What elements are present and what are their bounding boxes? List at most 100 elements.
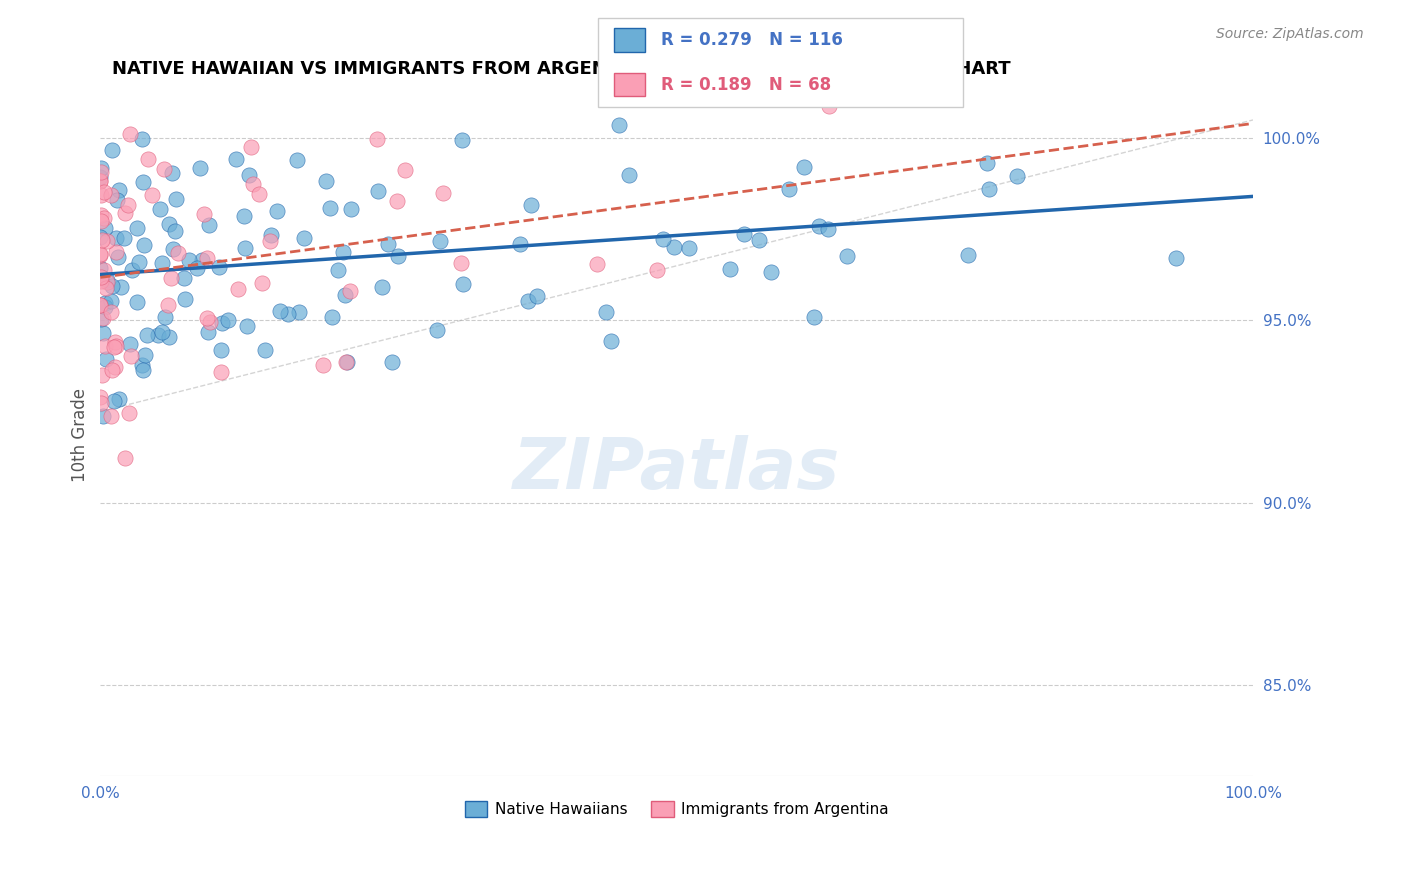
blue bbox=[157, 218, 180, 232]
blue bbox=[319, 201, 342, 215]
blue bbox=[233, 241, 256, 255]
blue bbox=[225, 153, 247, 167]
blue bbox=[387, 249, 409, 263]
Text: R = 0.279   N = 116: R = 0.279 N = 116 bbox=[661, 31, 842, 49]
blue bbox=[100, 294, 122, 309]
pink bbox=[141, 187, 163, 202]
blue bbox=[450, 133, 472, 147]
blue bbox=[336, 354, 359, 368]
blue bbox=[104, 231, 127, 245]
blue bbox=[266, 204, 288, 219]
blue bbox=[105, 193, 128, 207]
blue bbox=[198, 218, 221, 232]
blue bbox=[803, 310, 825, 325]
blue bbox=[287, 305, 309, 319]
blue bbox=[131, 131, 153, 145]
blue bbox=[165, 193, 187, 207]
blue bbox=[607, 118, 630, 132]
blue bbox=[197, 325, 219, 339]
blue bbox=[211, 316, 233, 330]
blue bbox=[377, 236, 399, 251]
blue bbox=[277, 307, 299, 321]
blue bbox=[107, 183, 129, 197]
pink bbox=[89, 298, 111, 312]
pink bbox=[242, 178, 264, 192]
blue bbox=[678, 241, 700, 255]
blue bbox=[208, 260, 231, 274]
pink bbox=[312, 358, 335, 372]
blue bbox=[367, 184, 389, 198]
blue bbox=[526, 288, 548, 302]
blue bbox=[453, 277, 475, 291]
blue bbox=[89, 230, 111, 244]
pink bbox=[90, 213, 112, 227]
blue bbox=[759, 265, 782, 279]
pink bbox=[104, 245, 127, 260]
blue bbox=[269, 304, 291, 318]
pink bbox=[366, 132, 388, 146]
blue bbox=[94, 220, 117, 235]
blue bbox=[89, 261, 111, 276]
blue bbox=[91, 326, 114, 341]
blue bbox=[371, 279, 394, 293]
blue bbox=[285, 153, 308, 167]
pink bbox=[818, 99, 841, 113]
blue bbox=[107, 250, 129, 264]
blue bbox=[125, 295, 148, 310]
pink bbox=[114, 206, 136, 220]
pink bbox=[104, 359, 127, 374]
pink bbox=[90, 274, 112, 288]
pink bbox=[120, 350, 142, 364]
pink bbox=[152, 161, 174, 176]
pink bbox=[100, 188, 122, 202]
pink bbox=[96, 280, 118, 294]
pink bbox=[90, 208, 112, 222]
blue bbox=[1017, 76, 1039, 90]
blue bbox=[149, 202, 172, 216]
blue bbox=[817, 222, 839, 236]
blue bbox=[333, 288, 356, 302]
blue bbox=[733, 227, 755, 241]
blue bbox=[188, 161, 211, 176]
pink bbox=[195, 311, 218, 326]
blue bbox=[132, 238, 155, 252]
blue bbox=[315, 174, 337, 188]
pink bbox=[193, 207, 215, 221]
blue bbox=[96, 273, 118, 287]
blue bbox=[89, 169, 111, 184]
blue bbox=[108, 392, 131, 406]
blue bbox=[718, 261, 741, 276]
blue bbox=[519, 198, 541, 212]
blue bbox=[509, 237, 531, 252]
blue bbox=[110, 280, 132, 294]
blue bbox=[238, 168, 260, 182]
blue bbox=[217, 312, 239, 326]
pink bbox=[91, 311, 114, 326]
pink bbox=[118, 407, 141, 421]
blue bbox=[209, 343, 232, 358]
pink bbox=[198, 315, 221, 329]
blue bbox=[186, 260, 208, 275]
pink bbox=[93, 211, 115, 225]
pink bbox=[226, 282, 249, 296]
blue bbox=[808, 219, 831, 233]
pink bbox=[89, 174, 111, 188]
blue bbox=[976, 155, 998, 169]
blue bbox=[340, 202, 363, 216]
blue bbox=[429, 234, 451, 248]
pink bbox=[117, 198, 139, 212]
pink bbox=[104, 339, 127, 353]
pink bbox=[167, 245, 190, 260]
pink bbox=[101, 362, 124, 376]
Y-axis label: 10th Grade: 10th Grade bbox=[72, 388, 89, 483]
pink bbox=[586, 257, 609, 271]
blue bbox=[957, 248, 980, 262]
blue bbox=[191, 252, 214, 267]
blue bbox=[426, 323, 449, 337]
blue bbox=[93, 409, 115, 424]
blue bbox=[132, 175, 155, 189]
blue bbox=[163, 224, 186, 238]
blue bbox=[292, 230, 315, 244]
blue bbox=[748, 233, 770, 247]
pink bbox=[114, 450, 136, 465]
